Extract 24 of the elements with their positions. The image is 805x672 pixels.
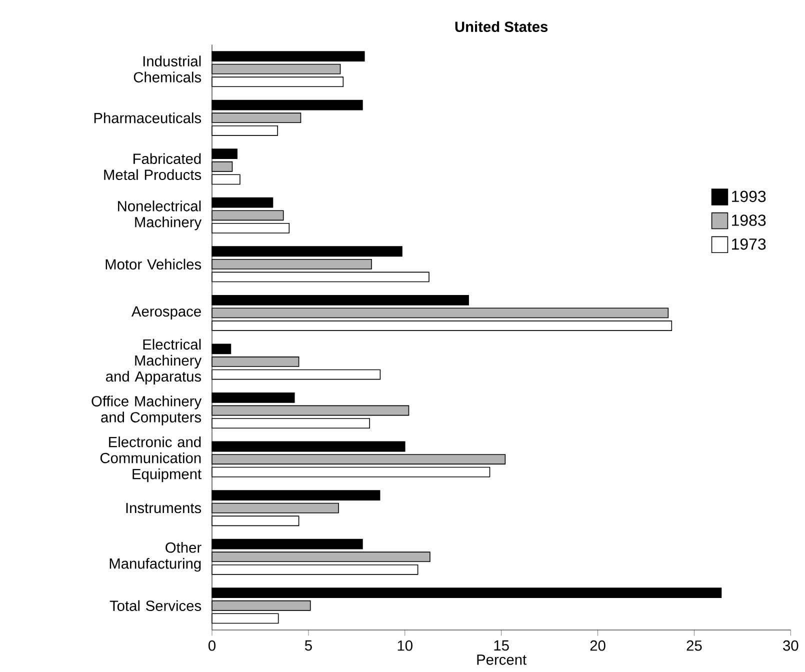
y-tick-label: Electrical Machinery and Apparatus [106, 338, 202, 385]
y-tick-label: Industrial Chemicals [134, 56, 202, 82]
x-axis-title: Percent [477, 654, 526, 665]
legend-label: 1973 [732, 238, 766, 250]
y-tick-label: Electronic and Communication Equipment [100, 436, 202, 482]
x-tick-label: 30 [783, 640, 798, 651]
legend-label: 1983 [732, 214, 766, 226]
y-tick-label: Nonelectrical Machinery [118, 200, 202, 230]
y-tick-label: Total Services [110, 600, 202, 612]
x-tick-label: 10 [398, 640, 412, 651]
y-tick-label: Fabricated Metal Products [104, 153, 202, 180]
y-tick-label: Office Machinery and Computers [92, 396, 202, 426]
x-tick-label: 0 [208, 640, 216, 651]
y-tick-label: Other Manufacturing [110, 542, 202, 572]
x-tick-label: 5 [304, 640, 312, 651]
legend-label: 1993 [732, 190, 766, 202]
y-tick-label: Pharmaceuticals [94, 112, 202, 124]
y-tick-label: Motor Vehicles [106, 258, 202, 270]
chart-title: United States [455, 21, 548, 32]
x-tick-label: 15 [494, 640, 509, 651]
x-tick-label: 25 [686, 640, 702, 651]
x-tick-label: 20 [590, 640, 606, 651]
y-tick-label: Aerospace [132, 306, 201, 320]
y-tick-label: Instruments [126, 502, 202, 514]
